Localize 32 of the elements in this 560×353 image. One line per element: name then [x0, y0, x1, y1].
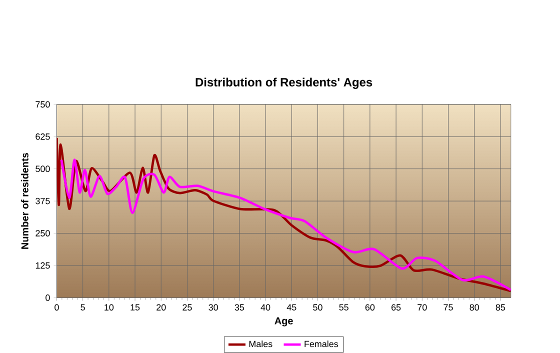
- y-tick-label: 375: [36, 198, 50, 204]
- y-tick-label: 250: [36, 230, 50, 236]
- x-tick-label: 50: [313, 304, 322, 311]
- x-tick-label: 15: [130, 304, 140, 310]
- x-tick-label: 30: [208, 304, 218, 311]
- x-tick-label: 60: [365, 304, 375, 311]
- legend-label: Females: [304, 340, 338, 348]
- x-tick-label: 85: [496, 304, 506, 311]
- line-series: [60, 158, 511, 292]
- chart-title: Distribution of Residents' Ages: [196, 78, 372, 89]
- x-tick-label: 70: [418, 304, 427, 311]
- x-tick-label: 0: [54, 304, 59, 311]
- y-tick-label: 500: [36, 166, 50, 172]
- legend-label: Males: [249, 340, 272, 348]
- x-tick-label: 10: [104, 304, 114, 311]
- x-tick-label: 25: [182, 304, 192, 311]
- x-tick-label: 5: [80, 304, 85, 310]
- x-tick-label: 35: [234, 304, 244, 311]
- x-tick-label: 55: [339, 304, 348, 310]
- line-series: [56, 136, 511, 292]
- x-tick-label: 45: [286, 304, 296, 310]
- y-axis-title: Number of residents: [21, 153, 28, 249]
- x-axis-title: Age: [274, 317, 293, 326]
- x-tick-label: 80: [470, 304, 479, 311]
- x-tick-label: 65: [392, 304, 401, 311]
- x-tick-label: 20: [156, 304, 166, 311]
- y-tick-label: 750: [36, 101, 50, 108]
- x-tick-label: 75: [444, 304, 453, 310]
- y-tick-label: 125: [36, 262, 50, 269]
- x-tick-label: 40: [260, 304, 270, 311]
- y-tick-label: 625: [36, 133, 50, 140]
- y-tick-label: 0: [46, 294, 50, 301]
